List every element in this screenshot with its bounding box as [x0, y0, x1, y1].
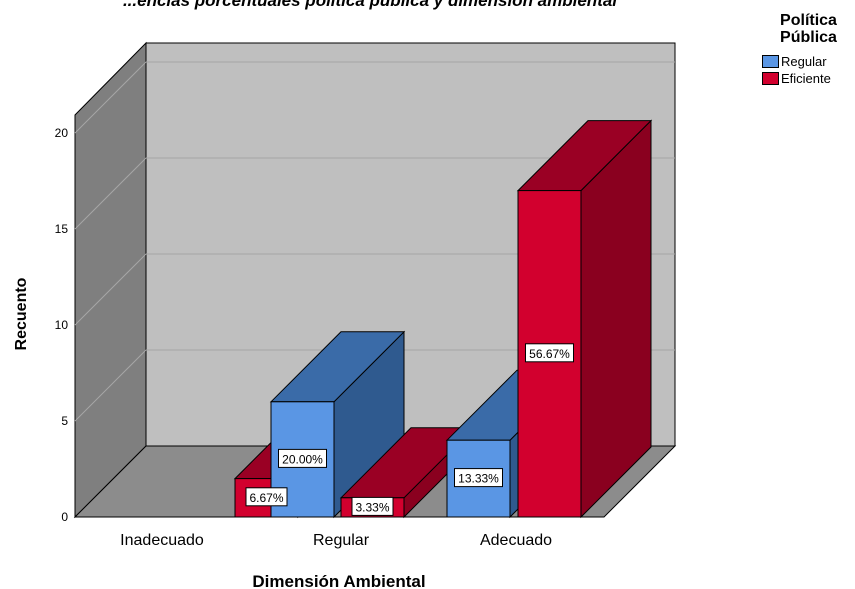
x-axis-label: Dimensión Ambiental [252, 572, 425, 589]
data-label-box [278, 448, 327, 468]
y-axis-label: Recuento [13, 277, 30, 350]
bar-regular-regular [269, 330, 406, 519]
y-tick-label: 0 [61, 510, 68, 524]
data-label-box [351, 496, 394, 516]
legend-item-eficiente: Eficiente [762, 71, 855, 86]
legend-swatch [762, 55, 779, 68]
legend-label: Regular [781, 54, 827, 69]
y-tick-label: 15 [55, 222, 69, 236]
y-tick-label: 10 [55, 318, 69, 332]
data-label: 20.00% [282, 452, 323, 466]
data-labels: 6.67% 20.00% 3.33% 13.33% 56.67% [245, 343, 574, 516]
legend: Política Pública Regular Eficiente [762, 12, 855, 86]
y-axis-ticks: 0 5 10 15 20 [55, 126, 69, 524]
x-tick-label: Adecuado [480, 532, 552, 549]
legend-label: Eficiente [781, 71, 831, 86]
x-axis-ticks: Inadecuado Regular Adecuado [120, 532, 552, 549]
bar-eficiente-adecuado [516, 119, 653, 519]
gridline-side [74, 253, 147, 326]
legend-item-regular: Regular [762, 54, 855, 69]
data-label: 6.67% [249, 491, 283, 505]
data-label: 3.33% [355, 500, 389, 514]
y-tick-label: 5 [61, 414, 68, 428]
data-label: 56.67% [529, 347, 570, 361]
data-label-box [245, 487, 288, 507]
y-tick-label: 20 [55, 126, 69, 140]
left-wall [74, 41, 147, 519]
gridline-side [74, 349, 147, 422]
gridline-side [74, 61, 147, 134]
data-label: 13.33% [458, 472, 499, 486]
legend-swatch [762, 72, 779, 85]
gridline-side [74, 157, 147, 230]
data-label-box [525, 343, 574, 363]
x-tick-label: Regular [313, 532, 370, 549]
chart-title: ...encias porcentuales política pública … [122, 0, 618, 10]
data-label-box [454, 468, 503, 488]
legend-title: Política Pública [780, 12, 837, 46]
x-tick-label: Inadecuado [120, 532, 204, 549]
